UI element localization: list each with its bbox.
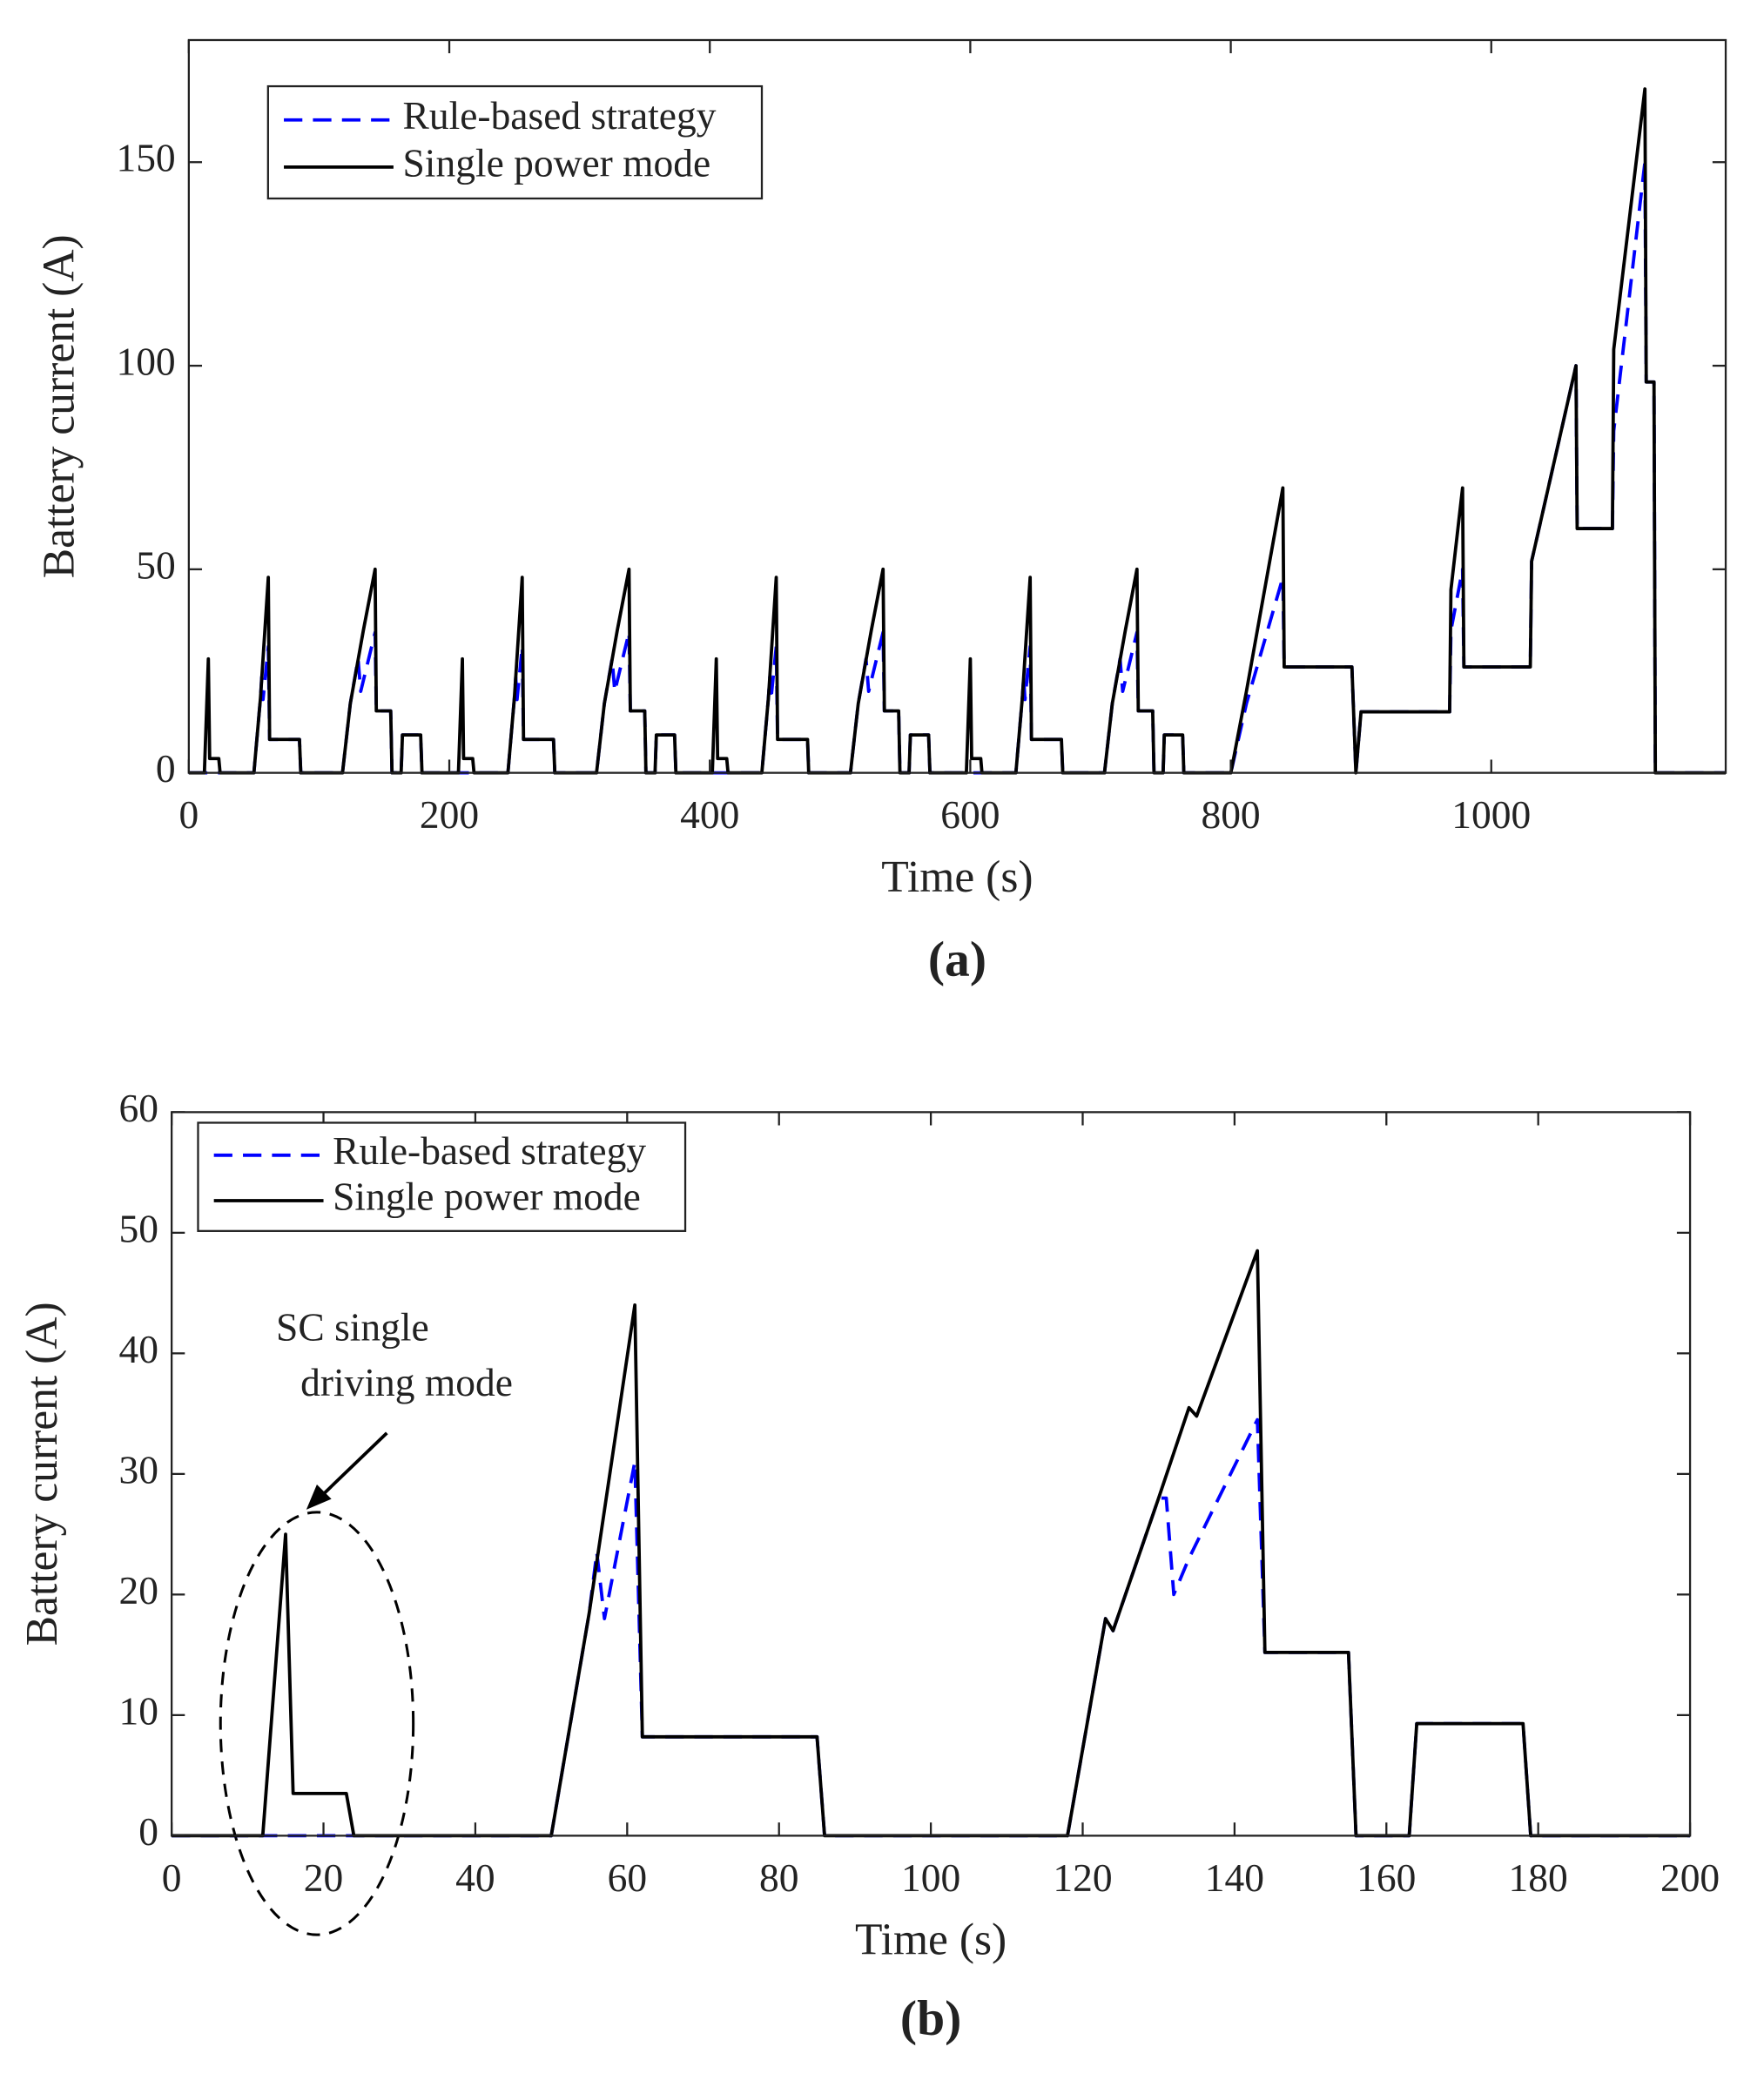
y-tick-label: 10 (118, 1688, 158, 1733)
x-tick-label: 400 (680, 792, 739, 837)
x-tick-label: 20 (304, 1855, 343, 1900)
x-tick-label: 200 (420, 792, 479, 837)
legend-box (266, 84, 764, 200)
legend-label: Rule-based strategy (333, 1128, 646, 1173)
x-tick-label: 200 (1660, 1855, 1720, 1900)
data-line (172, 1417, 1691, 1838)
x-axis-label: Time (s) (855, 1915, 1007, 1965)
x-tick-label: 100 (901, 1855, 960, 1900)
legend-label: Single power mode (403, 140, 711, 185)
x-tick-label: 0 (178, 792, 199, 837)
x-tick-label: 800 (1201, 792, 1260, 837)
y-tick-label: 20 (118, 1568, 158, 1612)
y-tick-label: 60 (118, 1086, 158, 1130)
x-tick-label: 60 (608, 1855, 647, 1900)
annotation-arrow (315, 1431, 388, 1502)
y-tick-label: 30 (118, 1447, 158, 1491)
panel-label: (a) (928, 932, 986, 987)
y-tick-label: 40 (118, 1327, 158, 1371)
y-tick-label: 100 (116, 339, 175, 383)
x-tick-label: 0 (162, 1855, 182, 1900)
y-tick-label: 50 (118, 1206, 158, 1250)
x-tick-label: 180 (1509, 1855, 1568, 1900)
y-tick-label: 0 (156, 746, 176, 791)
y-tick-label: 150 (116, 136, 175, 180)
x-tick-label: 40 (455, 1855, 495, 1900)
plot-frame (187, 38, 1727, 774)
y-axis-label: Battery current (A) (35, 234, 84, 578)
x-tick-label: 1000 (1451, 792, 1531, 837)
x-tick-label: 160 (1357, 1855, 1416, 1900)
legend-label: Single power mode (333, 1174, 641, 1218)
annotation: driving mode (300, 1360, 513, 1404)
legend-label: Rule-based strategy (403, 93, 717, 138)
legend-box (197, 1121, 687, 1232)
y-tick-label: 0 (138, 1809, 158, 1854)
arrow-head (306, 1484, 332, 1510)
x-tick-label: 600 (940, 792, 1000, 837)
annotation-ellipse (219, 1511, 415, 1936)
x-tick-label: 80 (759, 1855, 798, 1900)
y-axis-label: Battery current (A) (17, 1302, 67, 1646)
x-tick-label: 120 (1053, 1855, 1112, 1900)
data-line (188, 160, 1727, 775)
x-axis-label: Time (s) (881, 852, 1033, 902)
x-tick-label: 140 (1205, 1855, 1264, 1900)
annotation: SC single (276, 1305, 429, 1350)
y-tick-label: 50 (136, 542, 175, 587)
panel-label: (b) (900, 1991, 961, 2046)
